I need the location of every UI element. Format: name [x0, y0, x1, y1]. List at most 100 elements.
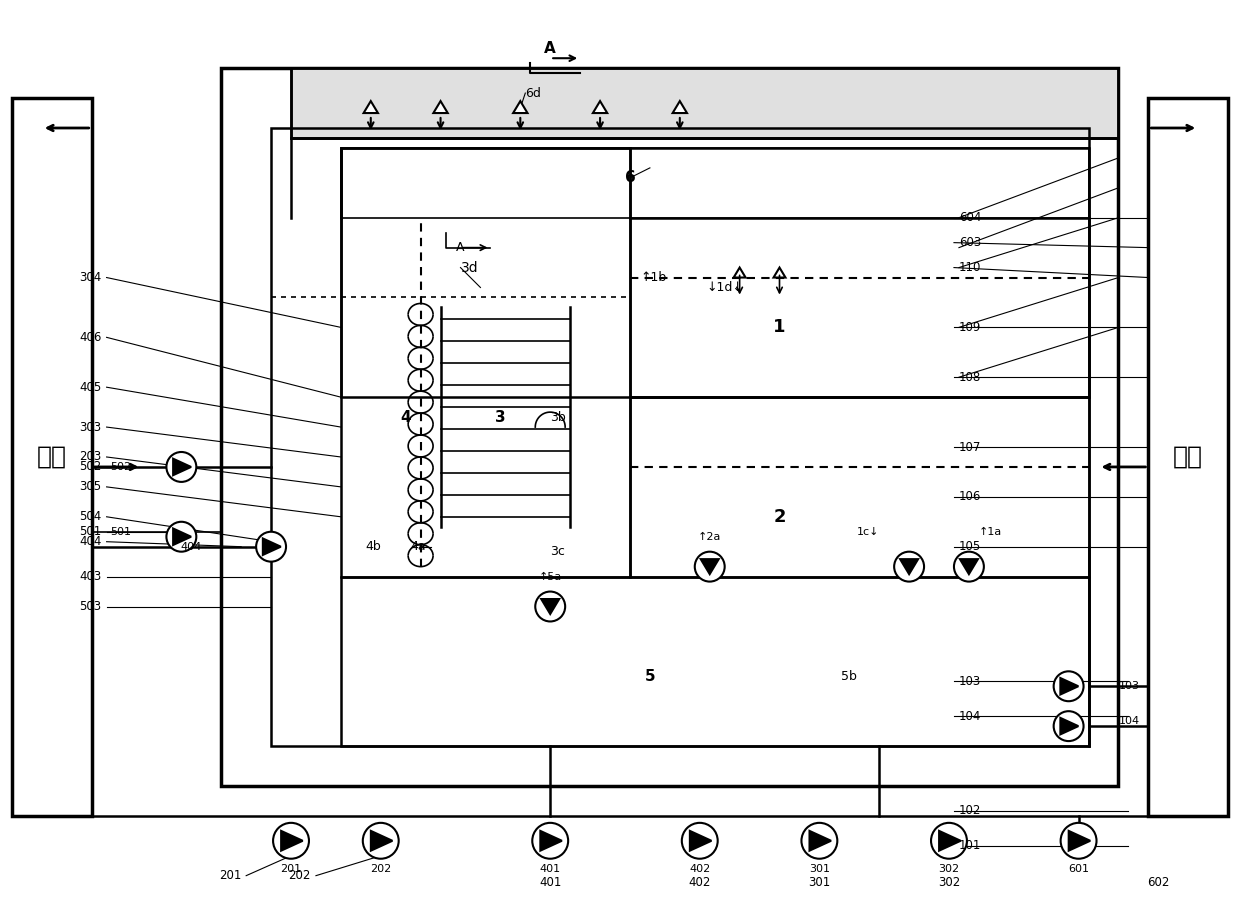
Text: 402: 402 — [689, 864, 711, 874]
Text: 406: 406 — [79, 331, 102, 344]
Text: 304: 304 — [79, 271, 102, 284]
Circle shape — [1054, 671, 1084, 701]
Text: 6: 6 — [625, 170, 635, 186]
Circle shape — [1054, 711, 1084, 741]
Polygon shape — [939, 831, 961, 850]
Circle shape — [894, 552, 924, 581]
Text: 1: 1 — [774, 318, 786, 336]
Text: 602: 602 — [1147, 875, 1169, 889]
Text: 3d: 3d — [460, 260, 479, 274]
Text: 303: 303 — [79, 421, 102, 433]
Polygon shape — [1060, 718, 1079, 735]
Bar — [12, 98, 92, 816]
Text: 1c↓: 1c↓ — [857, 527, 879, 536]
Text: ↑1b: ↑1b — [640, 271, 666, 284]
Bar — [291, 68, 1118, 138]
Bar — [1148, 98, 1228, 816]
Text: 301: 301 — [808, 864, 830, 874]
Polygon shape — [900, 559, 918, 574]
Text: 3c: 3c — [551, 545, 565, 558]
Bar — [291, 68, 1118, 138]
Text: 403: 403 — [79, 570, 102, 583]
Circle shape — [166, 522, 196, 552]
Text: 103: 103 — [1118, 681, 1140, 692]
Text: 504: 504 — [79, 510, 102, 523]
Circle shape — [931, 823, 967, 858]
Polygon shape — [371, 831, 392, 850]
Circle shape — [273, 823, 309, 858]
Text: 3: 3 — [495, 410, 506, 424]
Text: 502: 502 — [110, 462, 131, 472]
Polygon shape — [541, 831, 562, 850]
Text: 302: 302 — [937, 875, 960, 889]
Text: 105: 105 — [959, 540, 981, 553]
Text: ↑1a: ↑1a — [978, 527, 1002, 536]
Text: 404: 404 — [79, 536, 102, 548]
Text: 106: 106 — [959, 491, 981, 503]
Text: A: A — [456, 241, 465, 254]
Text: 103: 103 — [959, 675, 981, 688]
Polygon shape — [513, 101, 527, 113]
Text: 501: 501 — [110, 527, 131, 536]
Text: 2: 2 — [774, 508, 786, 526]
Text: 502: 502 — [79, 460, 102, 474]
Text: A: A — [544, 40, 556, 56]
Polygon shape — [433, 101, 448, 113]
Polygon shape — [810, 831, 831, 850]
Text: 104: 104 — [1118, 716, 1140, 727]
Polygon shape — [734, 267, 745, 277]
Text: 201: 201 — [280, 864, 301, 874]
Text: 室外: 室外 — [1173, 445, 1203, 469]
Text: 104: 104 — [959, 710, 981, 723]
Text: ↓1d↓: ↓1d↓ — [707, 281, 743, 294]
Text: 405: 405 — [79, 380, 102, 394]
Bar — [341, 148, 1089, 397]
Circle shape — [801, 823, 837, 858]
Text: 101: 101 — [959, 840, 981, 852]
Text: 203: 203 — [79, 450, 102, 464]
Polygon shape — [281, 831, 303, 850]
Text: 4a: 4a — [410, 540, 427, 553]
Text: 109: 109 — [959, 321, 981, 334]
Text: 402: 402 — [688, 875, 711, 889]
Bar — [341, 148, 1089, 218]
Text: ↑2a: ↑2a — [698, 532, 722, 542]
Polygon shape — [263, 538, 280, 555]
Text: 601: 601 — [1068, 864, 1089, 874]
Text: 302: 302 — [939, 864, 960, 874]
Circle shape — [1060, 823, 1096, 858]
Text: 404: 404 — [180, 542, 201, 552]
Polygon shape — [672, 101, 687, 113]
Circle shape — [694, 552, 724, 581]
Text: 401: 401 — [539, 875, 562, 889]
Text: 5b: 5b — [842, 670, 857, 683]
Polygon shape — [541, 599, 559, 614]
Polygon shape — [174, 528, 191, 545]
Polygon shape — [774, 267, 785, 277]
Text: 108: 108 — [959, 370, 981, 384]
Text: 401: 401 — [539, 864, 560, 874]
Circle shape — [954, 552, 983, 581]
Circle shape — [532, 823, 568, 858]
Text: 301: 301 — [808, 875, 831, 889]
Bar — [272, 128, 1089, 746]
Text: 110: 110 — [959, 261, 981, 274]
Text: 4: 4 — [401, 410, 410, 424]
Text: 501: 501 — [79, 526, 102, 538]
Circle shape — [257, 532, 286, 562]
Text: 102: 102 — [959, 805, 981, 817]
Bar — [630, 218, 1089, 397]
Text: 202: 202 — [370, 864, 392, 874]
Bar — [630, 397, 1089, 577]
Text: 201: 201 — [218, 869, 241, 882]
Circle shape — [363, 823, 399, 858]
Text: 603: 603 — [959, 236, 981, 249]
Polygon shape — [363, 101, 378, 113]
Text: 202: 202 — [289, 869, 311, 882]
Polygon shape — [1069, 831, 1090, 850]
Text: 107: 107 — [959, 440, 981, 454]
Polygon shape — [960, 559, 978, 574]
Text: 5: 5 — [645, 669, 655, 684]
Polygon shape — [1060, 678, 1079, 694]
Text: 4b: 4b — [365, 540, 381, 553]
